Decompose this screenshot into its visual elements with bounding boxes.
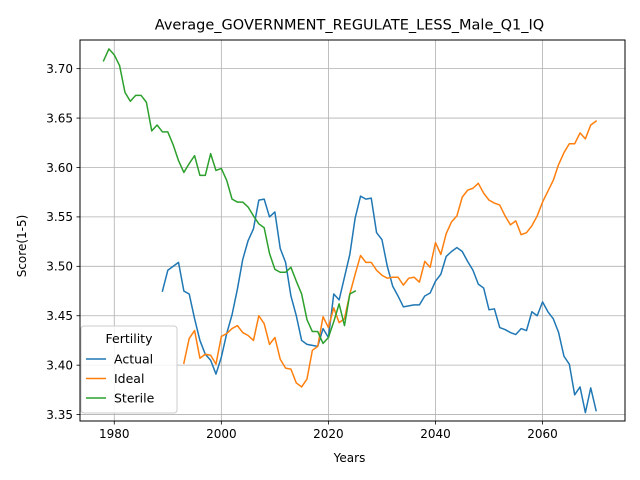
y-tick-label: 3.70: [46, 62, 73, 76]
legend-label-ideal: Ideal: [114, 371, 144, 386]
x-tick-label: 2000: [206, 427, 237, 441]
y-tick-label: 3.40: [46, 358, 73, 372]
y-tick-label: 3.45: [46, 309, 73, 323]
legend-label-actual: Actual: [114, 352, 153, 367]
y-tick-label: 3.50: [46, 260, 73, 274]
y-tick-label: 3.60: [46, 161, 73, 175]
x-tick-label: 2020: [313, 427, 344, 441]
x-tick-label: 2040: [420, 427, 451, 441]
legend-title: Fertility: [106, 331, 154, 346]
x-axis-title: Years: [333, 451, 366, 465]
y-axis-title: Score(1-5): [15, 215, 29, 278]
legend: Fertility Actual Ideal Sterile: [81, 326, 177, 413]
y-tick-label: 3.55: [46, 210, 73, 224]
legend-label-sterile: Sterile: [114, 391, 155, 406]
chart-title: Average_GOVERNMENT_REGULATE_LESS_Male_Q1…: [155, 18, 544, 34]
x-tick-label: 1980: [99, 427, 130, 441]
x-tick-label: 2060: [527, 427, 558, 441]
y-tick-label: 3.35: [46, 408, 73, 422]
y-tick-label: 3.65: [46, 111, 73, 125]
